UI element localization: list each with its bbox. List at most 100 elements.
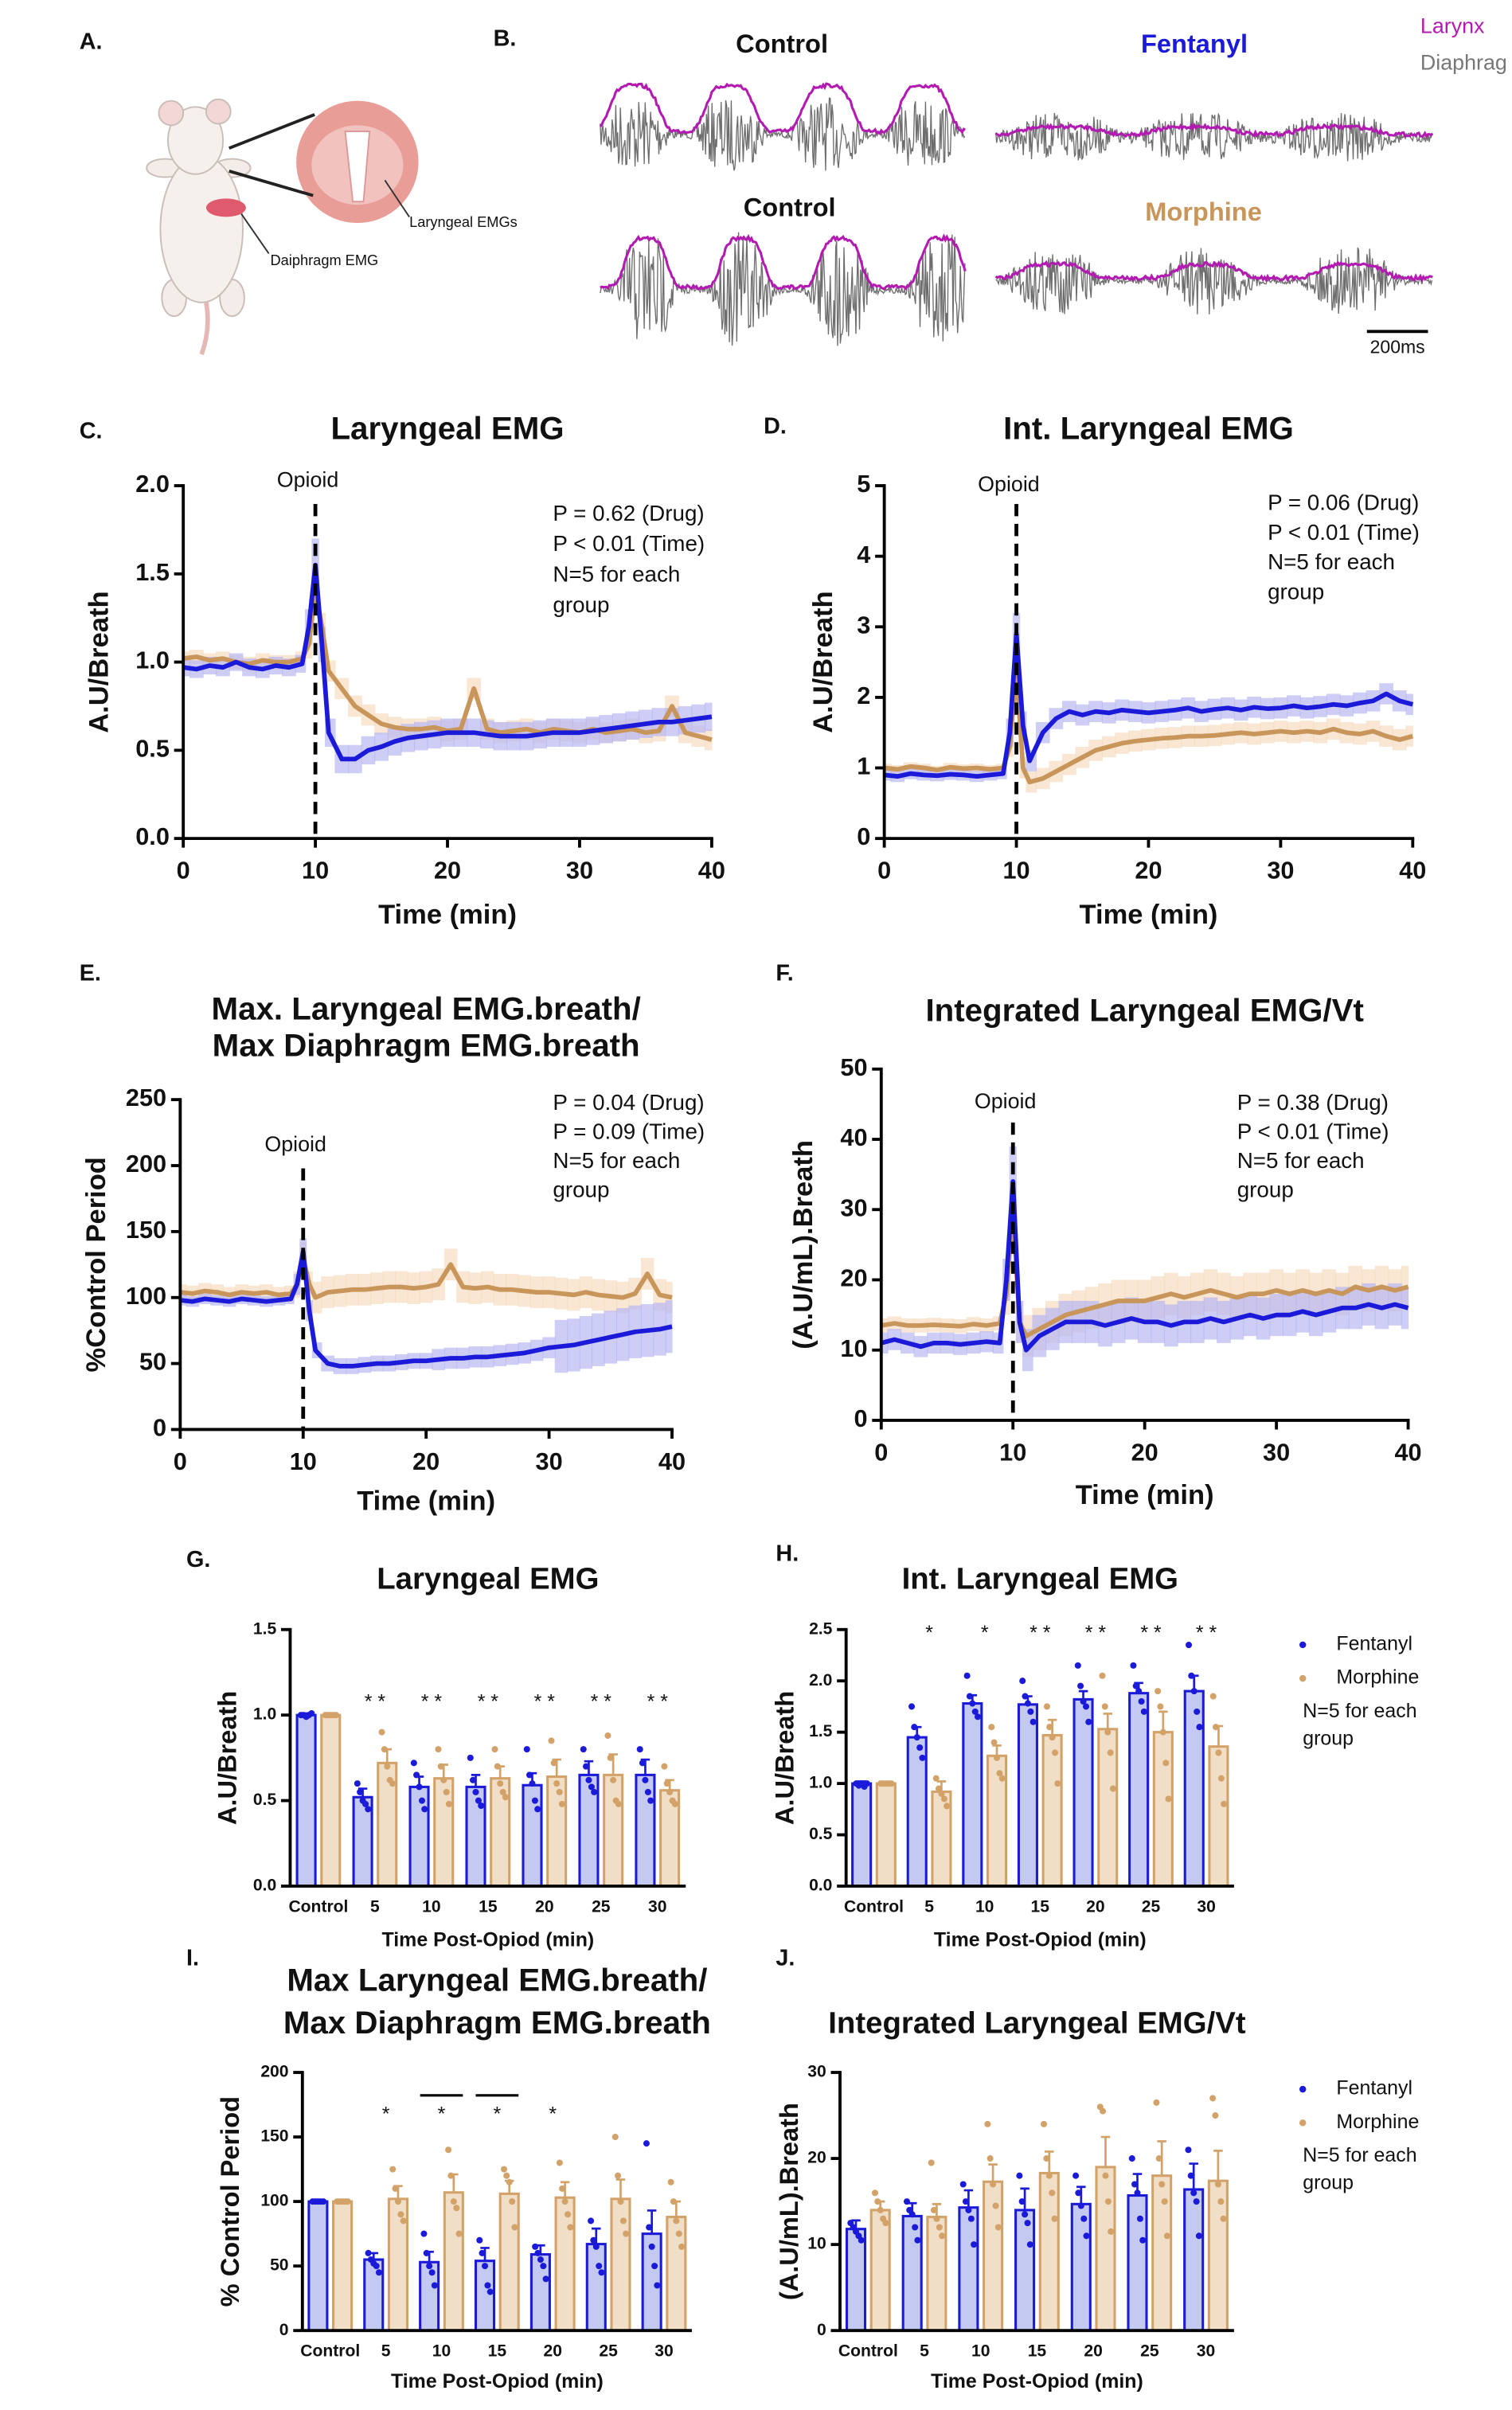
x-tick-label: Control	[844, 1897, 904, 1916]
data-point	[494, 1763, 501, 1770]
x-axis-label: Time (min)	[357, 1486, 495, 1517]
data-point	[373, 2263, 380, 2270]
data-point	[673, 2217, 680, 2224]
significance: * *	[478, 1690, 499, 1713]
data-point	[418, 1797, 426, 1804]
significance: * *	[1196, 1622, 1217, 1644]
bar	[1095, 2166, 1116, 2332]
bar	[962, 1702, 983, 1888]
diaphragm-trace	[994, 112, 1433, 162]
data-point	[585, 1776, 592, 1783]
y-tick-label: 2.0	[809, 1671, 832, 1689]
y-axis-label: %Control Period	[81, 1157, 111, 1372]
data-point	[639, 1760, 647, 1767]
data-point	[651, 2263, 658, 2270]
data-point	[450, 2198, 457, 2205]
stats-text: group	[553, 1178, 609, 1202]
data-point	[966, 1693, 973, 1700]
x-tick-label: 20	[1135, 856, 1162, 884]
data-point	[636, 1746, 643, 1753]
x-tick-label: 5	[924, 1897, 934, 1916]
data-point	[1217, 2198, 1225, 2205]
data-point	[502, 1794, 509, 1801]
data-point	[1054, 1780, 1061, 1787]
bar	[1128, 1692, 1150, 1888]
mouse-illustration	[146, 98, 419, 356]
data-point	[944, 1803, 951, 1810]
data-point	[667, 2178, 674, 2185]
data-point	[532, 2243, 539, 2250]
data-point	[675, 2230, 682, 2237]
data-point	[332, 1712, 340, 1719]
data-line	[884, 631, 1414, 779]
data-point	[666, 1788, 674, 1795]
data-point	[1157, 1703, 1164, 1710]
data-point	[529, 1780, 536, 1787]
data-line	[881, 1179, 1409, 1353]
y-tick-label: 40	[840, 1123, 867, 1151]
y-tick-label: 1.0	[253, 1705, 276, 1724]
data-point	[1080, 1697, 1087, 1705]
data-point	[1155, 2155, 1162, 2162]
data-point	[540, 2263, 547, 2270]
x-tick-label: 40	[1394, 1438, 1421, 1466]
data-point	[1101, 1703, 1108, 1710]
panel-label: J.	[776, 1946, 795, 1971]
data-point	[523, 1746, 530, 1753]
data-point	[1163, 2232, 1170, 2240]
data-point	[472, 1788, 479, 1795]
data-point	[1136, 2215, 1143, 2222]
panel-label: E.	[80, 960, 101, 986]
error-bar	[992, 1744, 1002, 1756]
trace-title: Control	[744, 192, 836, 221]
data-point	[561, 2198, 568, 2205]
data-point	[511, 2224, 518, 2231]
bar	[1207, 2179, 1229, 2332]
stats-text: P < 0.01 (Time)	[553, 531, 705, 556]
data-point	[965, 2206, 972, 2213]
error-bar	[1076, 2185, 1086, 2205]
bar	[498, 2192, 520, 2332]
data-point	[939, 2232, 946, 2240]
data-point	[1049, 1734, 1056, 1741]
y-axis-label: (A.U/mL).Breath	[774, 2103, 803, 2300]
bar	[986, 1754, 1008, 1888]
data-point	[1022, 2211, 1029, 2218]
data-point	[998, 1775, 1006, 1782]
data-point	[443, 1788, 450, 1795]
y-tick-label: 150	[126, 1216, 166, 1244]
data-point	[646, 2224, 653, 2231]
significance: *	[925, 1622, 933, 1644]
illustration-label: Laryngeal EMGs	[409, 214, 518, 230]
data-point	[1138, 1697, 1145, 1705]
y-axis-label: A.U/Breath	[212, 1691, 241, 1825]
data-point	[1193, 2198, 1200, 2205]
data-point	[1139, 2236, 1147, 2244]
x-tick-label: 10	[432, 2342, 451, 2361]
x-tick-label: 20	[412, 1447, 440, 1475]
y-tick-label: 50	[139, 1348, 166, 1376]
data-point	[611, 2134, 619, 2141]
data-point	[1022, 1693, 1029, 1700]
data-point	[1016, 2172, 1023, 2179]
y-tick-label: 10	[840, 1334, 867, 1362]
data-point	[534, 1806, 541, 1813]
x-tick-label: Control	[288, 1897, 348, 1916]
x-tick-label: 30	[1267, 856, 1294, 884]
data-point	[431, 2282, 438, 2289]
data-point	[416, 1783, 423, 1791]
y-tick-label: 0.0	[135, 822, 170, 850]
x-tick-label: 20	[544, 2342, 562, 2361]
significance: *	[981, 1622, 989, 1644]
significance: * *	[421, 1690, 443, 1713]
y-tick-label: 100	[260, 2192, 288, 2210]
legend-marker	[1299, 1674, 1307, 1682]
y-tick-label: 30	[807, 2063, 826, 2081]
diaphragm-trace	[600, 97, 966, 171]
panel-label: I.	[186, 1946, 199, 1971]
data-point	[320, 2198, 327, 2205]
significance: * *	[1140, 1622, 1162, 1644]
data-point	[1046, 1724, 1053, 1731]
data-point	[542, 2275, 549, 2283]
data-point	[582, 1763, 590, 1770]
